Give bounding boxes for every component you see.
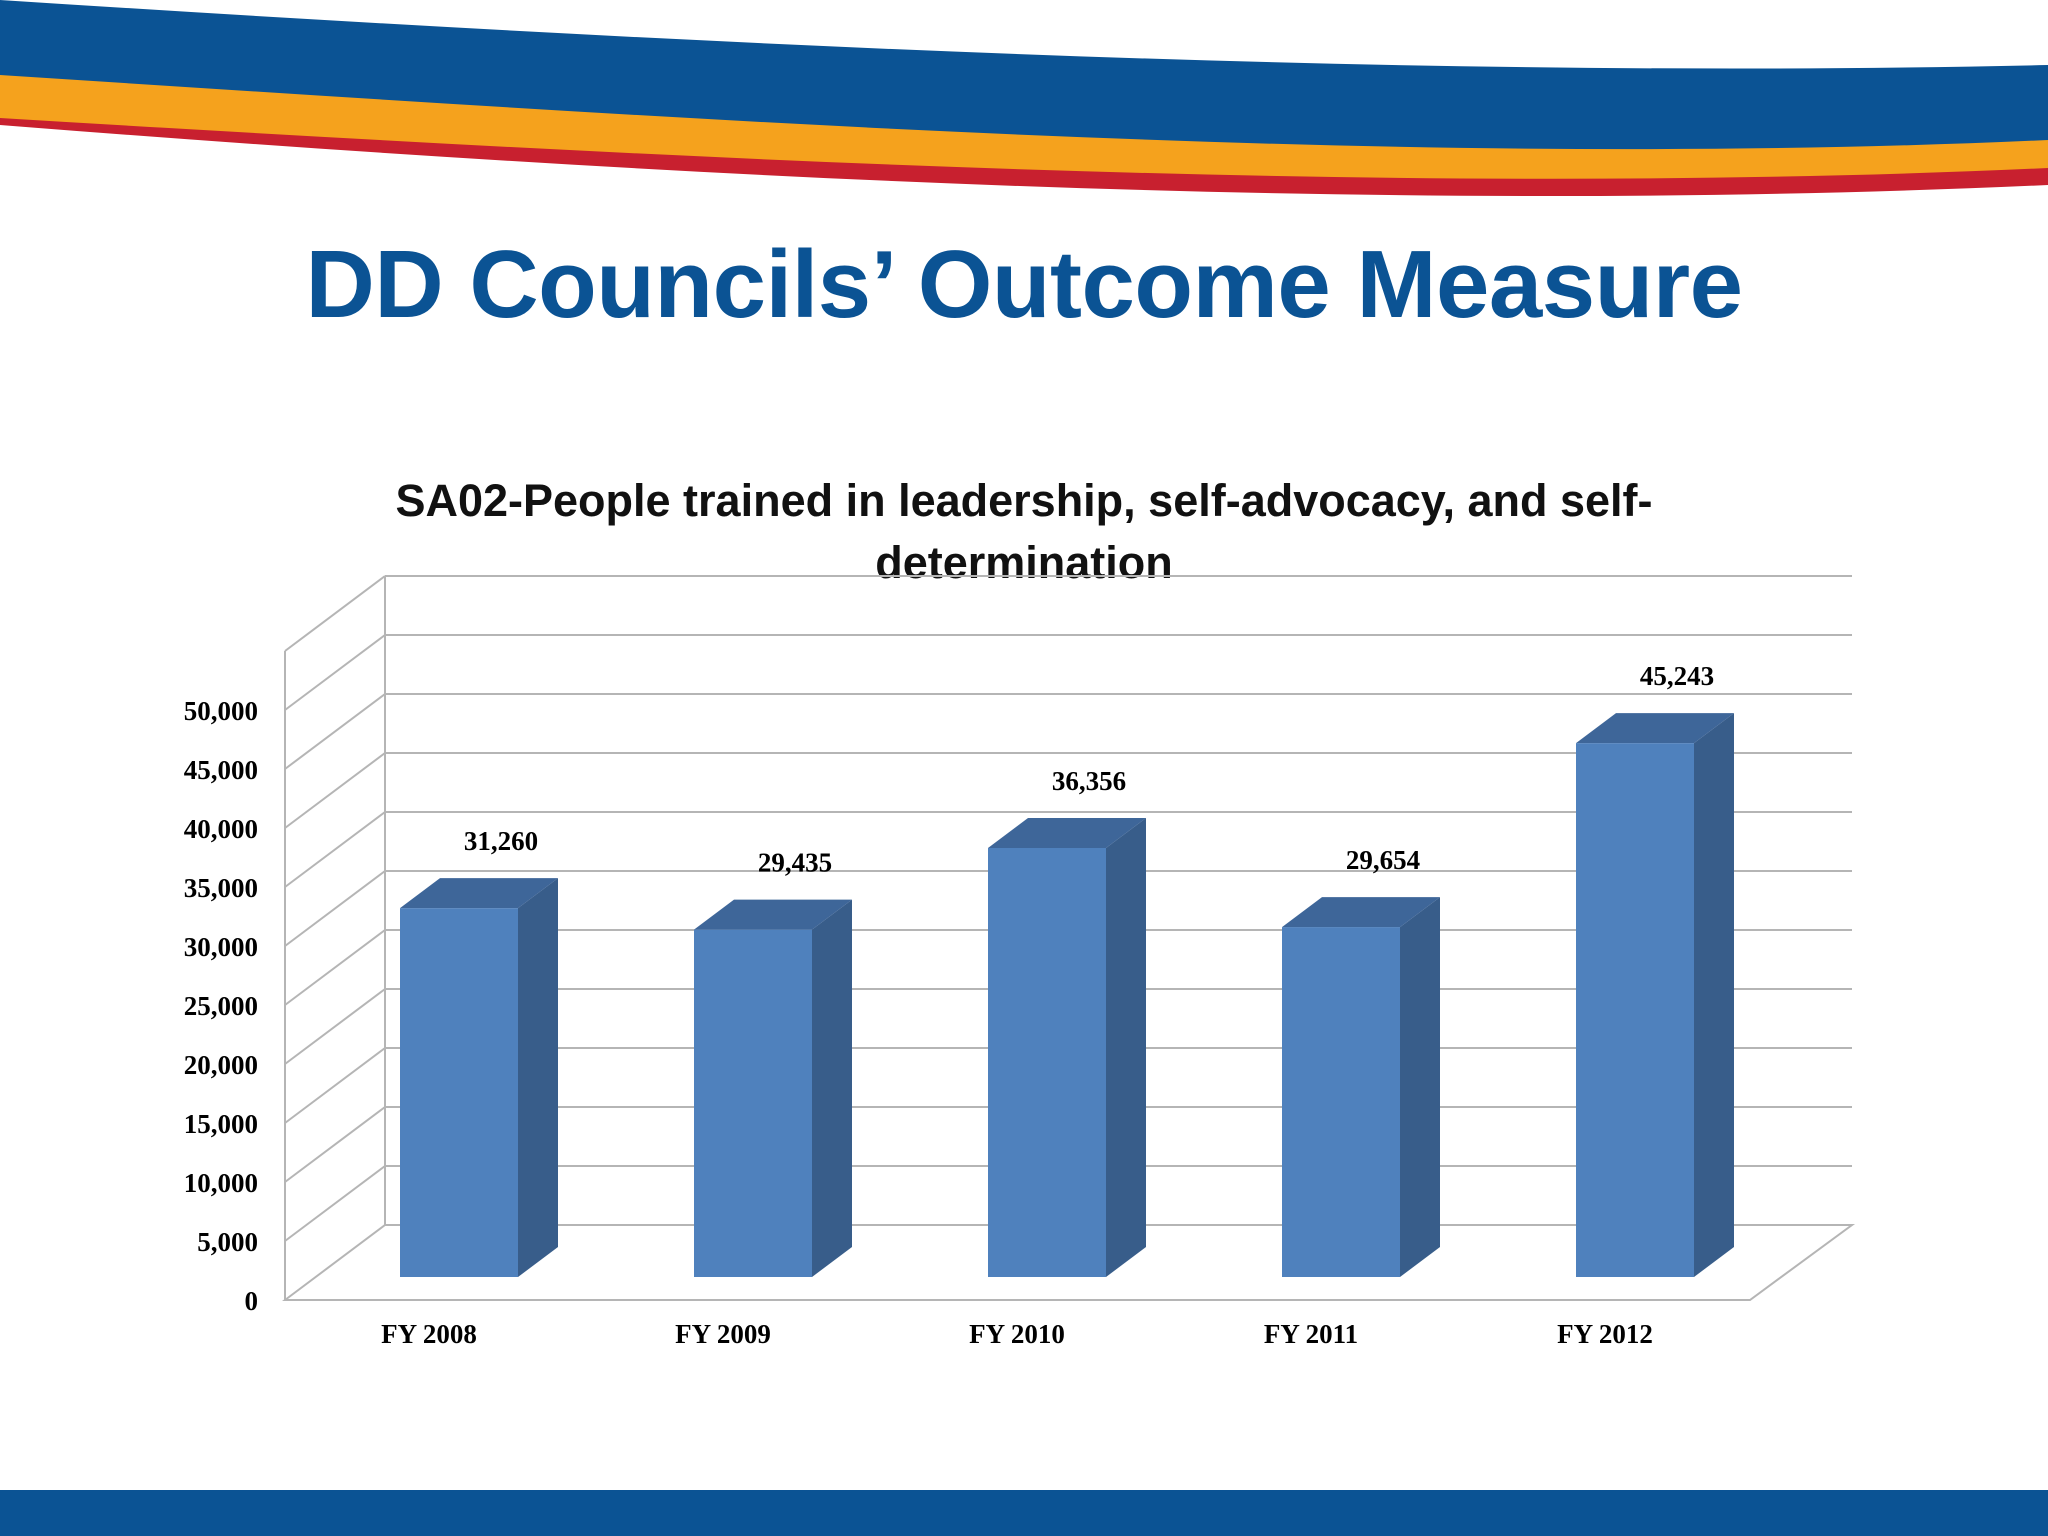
y-tick-label: 15,000: [184, 1109, 258, 1139]
gridline-side: [284, 634, 386, 711]
x-tick-label: FY 2010: [969, 1319, 1065, 1349]
gridline-side: [284, 752, 386, 829]
gridline-top-side: [284, 575, 386, 652]
bar-top: [1576, 713, 1734, 744]
bar-top: [1282, 897, 1440, 928]
bar-top: [400, 878, 558, 909]
x-tick-label: FY 2011: [1264, 1319, 1358, 1349]
footer-bar: [0, 1490, 2048, 1536]
y-tick-label: 0: [245, 1286, 259, 1316]
y-tick-label: 50,000: [184, 696, 258, 726]
x-tick-label: FY 2008: [381, 1319, 477, 1349]
gridline-side: [284, 1165, 386, 1242]
chart-title-line-2: determination: [875, 537, 1173, 588]
header-banner: [0, 0, 2048, 197]
data-label: 29,654: [1346, 845, 1420, 875]
x-tick-label: FY 2012: [1557, 1319, 1653, 1349]
bar: [400, 908, 518, 1277]
gridline-side: [284, 811, 386, 888]
gridline-side: [284, 988, 386, 1065]
y-tick-label: 35,000: [184, 873, 258, 903]
bar-side: [518, 878, 558, 1277]
chart-title-line-1: SA02-People trained in leadership, self-…: [395, 475, 1653, 526]
bar-side: [812, 899, 852, 1277]
chart-bars: [400, 713, 1734, 1277]
bar-top: [988, 817, 1146, 848]
chart-title: SA02-People trained in leadership, self-…: [324, 470, 1724, 594]
y-tick-label: 40,000: [184, 814, 258, 844]
y-tick-label: 25,000: [184, 991, 258, 1021]
bar: [694, 929, 812, 1277]
gridline-side: [284, 870, 386, 947]
bar-top: [694, 899, 852, 930]
banner-blue-stripe: [0, 0, 2048, 150]
chart-labels: 0 5,000 10,000 15,000 20,000 25,000 30,000 35,0…: [184, 661, 1714, 1349]
bar: [988, 847, 1106, 1277]
y-tick-label: 10,000: [184, 1168, 258, 1198]
gridline-side: [284, 693, 386, 770]
gridline-side: [284, 1106, 386, 1183]
bar-side: [1106, 817, 1146, 1277]
data-label: 45,243: [1640, 661, 1714, 691]
gridline-side: [284, 929, 386, 1006]
y-tick-label: 45,000: [184, 755, 258, 785]
y-tick-label: 5,000: [197, 1227, 258, 1257]
chart-floor: [282, 1224, 1856, 1301]
y-tick-label: 20,000: [184, 1050, 258, 1080]
data-label: 36,356: [1052, 766, 1126, 796]
x-tick-label: FY 2009: [675, 1319, 771, 1349]
bar-side: [1400, 897, 1440, 1277]
bar: [1282, 927, 1400, 1277]
data-label: 29,435: [758, 848, 832, 878]
y-tick-label: 30,000: [184, 932, 258, 962]
bar-side: [1694, 713, 1734, 1277]
bar: [1576, 743, 1694, 1277]
gridline-side: [284, 1047, 386, 1124]
slide-title: DD Councils’ Outcome Measure: [305, 231, 1743, 338]
banner-orange-stripe: [0, 70, 2048, 179]
data-label: 31,260: [464, 826, 538, 856]
